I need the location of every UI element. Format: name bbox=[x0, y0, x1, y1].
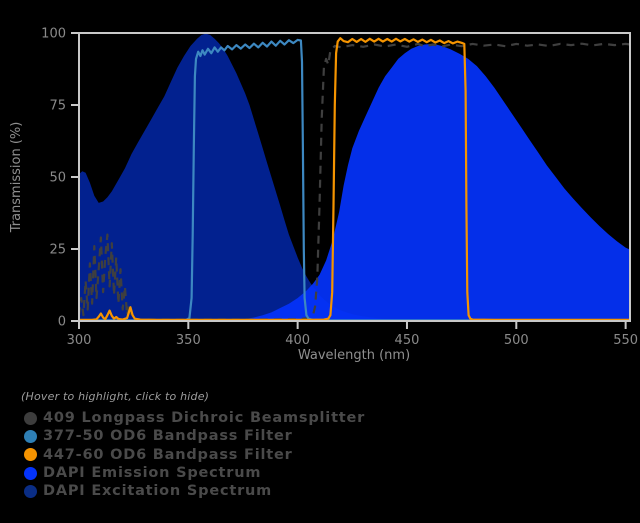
legend-swatch-377-50 bbox=[24, 429, 37, 443]
x-tick-label: 400 bbox=[285, 333, 310, 348]
legend-label: 409 Longpass Dichroic Beamsplitter bbox=[43, 410, 366, 427]
series-377-50-od6-bandpass-filter[interactable] bbox=[79, 38, 630, 321]
y-axis-title: Transmission (%) bbox=[9, 122, 24, 234]
legend-label: DAPI Emission Spectrum bbox=[43, 465, 262, 482]
y-tick-label: 0 bbox=[58, 315, 66, 330]
x-tick-label: 450 bbox=[395, 333, 420, 348]
spectra-chart[interactable]: 300 350 400 450 500 550 0 25 50 75 100 Wavelength … bbox=[0, 0, 640, 385]
legend-item-377-50-bandpass[interactable]: 377-50 OD6 Bandpass Filter bbox=[21, 427, 365, 445]
series-dapi-emission-spectrum[interactable] bbox=[227, 43, 630, 321]
y-tick-label: 50 bbox=[49, 171, 66, 186]
legend-swatch-dapi-excitation bbox=[24, 484, 37, 498]
legend-label: 377-50 OD6 Bandpass Filter bbox=[43, 428, 293, 445]
x-tick-label: 350 bbox=[176, 333, 201, 348]
legend: (Hover to highlight, click to hide) 409 … bbox=[21, 390, 365, 500]
plot-frame bbox=[78, 32, 631, 322]
series-409-longpass-dichroic-beamsplitter[interactable] bbox=[79, 42, 630, 321]
legend-item-447-60-bandpass[interactable]: 447-60 OD6 Bandpass Filter bbox=[21, 446, 365, 464]
series-447-60-od6-bandpass-filter[interactable] bbox=[79, 37, 630, 321]
legend-item-dapi-emission[interactable]: DAPI Emission Spectrum bbox=[21, 464, 365, 482]
x-tick-label: 550 bbox=[613, 333, 638, 348]
legend-label: DAPI Excitation Spectrum bbox=[43, 483, 273, 500]
x-axis-title: Wavelength (nm) bbox=[298, 348, 410, 363]
legend-label: 447-60 OD6 Bandpass Filter bbox=[43, 446, 293, 463]
y-tick-label: 100 bbox=[41, 27, 66, 42]
x-tick-label: 300 bbox=[67, 333, 92, 348]
y-tick-label: 25 bbox=[49, 243, 66, 258]
y-tick-label: 75 bbox=[49, 99, 66, 114]
legend-item-dapi-excitation[interactable]: DAPI Excitation Spectrum bbox=[21, 482, 365, 500]
legend-item-409-longpass-dichroic[interactable]: 409 Longpass Dichroic Beamsplitter bbox=[21, 409, 365, 427]
legend-swatch-447-60 bbox=[24, 448, 37, 462]
series-dapi-excitation-spectrum[interactable] bbox=[79, 33, 451, 321]
x-tick-label: 500 bbox=[504, 333, 529, 348]
legend-swatch-dapi-emission bbox=[24, 466, 37, 480]
legend-hint: (Hover to highlight, click to hide) bbox=[21, 390, 210, 403]
legend-swatch-409-longpass bbox=[24, 411, 37, 425]
